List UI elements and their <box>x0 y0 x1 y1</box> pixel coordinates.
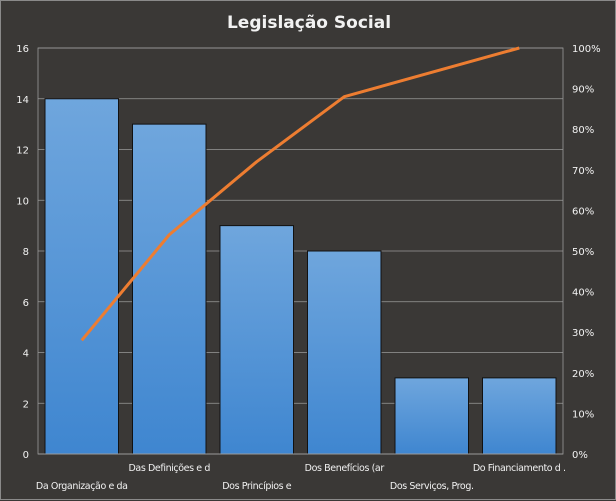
y2-tick-label: 30% <box>572 328 594 339</box>
x-tick-label: Dos Serviços, Prog. <box>390 481 474 492</box>
bar-1 <box>133 124 207 454</box>
y2-tick-label: 100% <box>572 44 601 55</box>
y-tick-label: 4 <box>23 349 29 360</box>
x-tick-label: Dos Benefícios (ar <box>305 463 385 474</box>
x-tick-label: Das Definições e d <box>129 463 211 474</box>
y-tick-label: 16 <box>16 44 29 55</box>
y-tick-label: 6 <box>23 298 29 309</box>
bar-3 <box>308 251 382 454</box>
bar-4 <box>395 378 469 454</box>
y2-tick-label: 50% <box>572 247 594 258</box>
y2-tick-label: 20% <box>572 369 594 380</box>
y2-tick-label: 10% <box>572 409 594 420</box>
y2-tick-label: 60% <box>572 206 594 217</box>
y2-tick-label: 0% <box>572 450 588 461</box>
x-tick-label: Do Financiamento d . <box>473 463 566 474</box>
bar-5 <box>483 378 557 454</box>
y-tick-label: 12 <box>16 146 29 157</box>
y-tick-label: 8 <box>23 247 29 258</box>
y-tick-label: 10 <box>16 196 29 207</box>
chart-title: Legislação Social <box>227 13 391 33</box>
y2-tick-label: 70% <box>572 166 594 177</box>
y2-tick-label: 80% <box>572 125 594 136</box>
y2-tick-label: 90% <box>572 85 594 96</box>
x-tick-label: Dos Princípios e <box>222 481 292 492</box>
x-tick-label: Da Organização e da <box>36 481 128 492</box>
y-tick-label: 14 <box>16 95 29 106</box>
bar-0 <box>45 99 119 454</box>
y-tick-label: 0 <box>23 450 29 461</box>
y2-tick-label: 40% <box>572 288 594 299</box>
bar-2 <box>220 226 294 454</box>
y-tick-label: 2 <box>23 399 29 410</box>
